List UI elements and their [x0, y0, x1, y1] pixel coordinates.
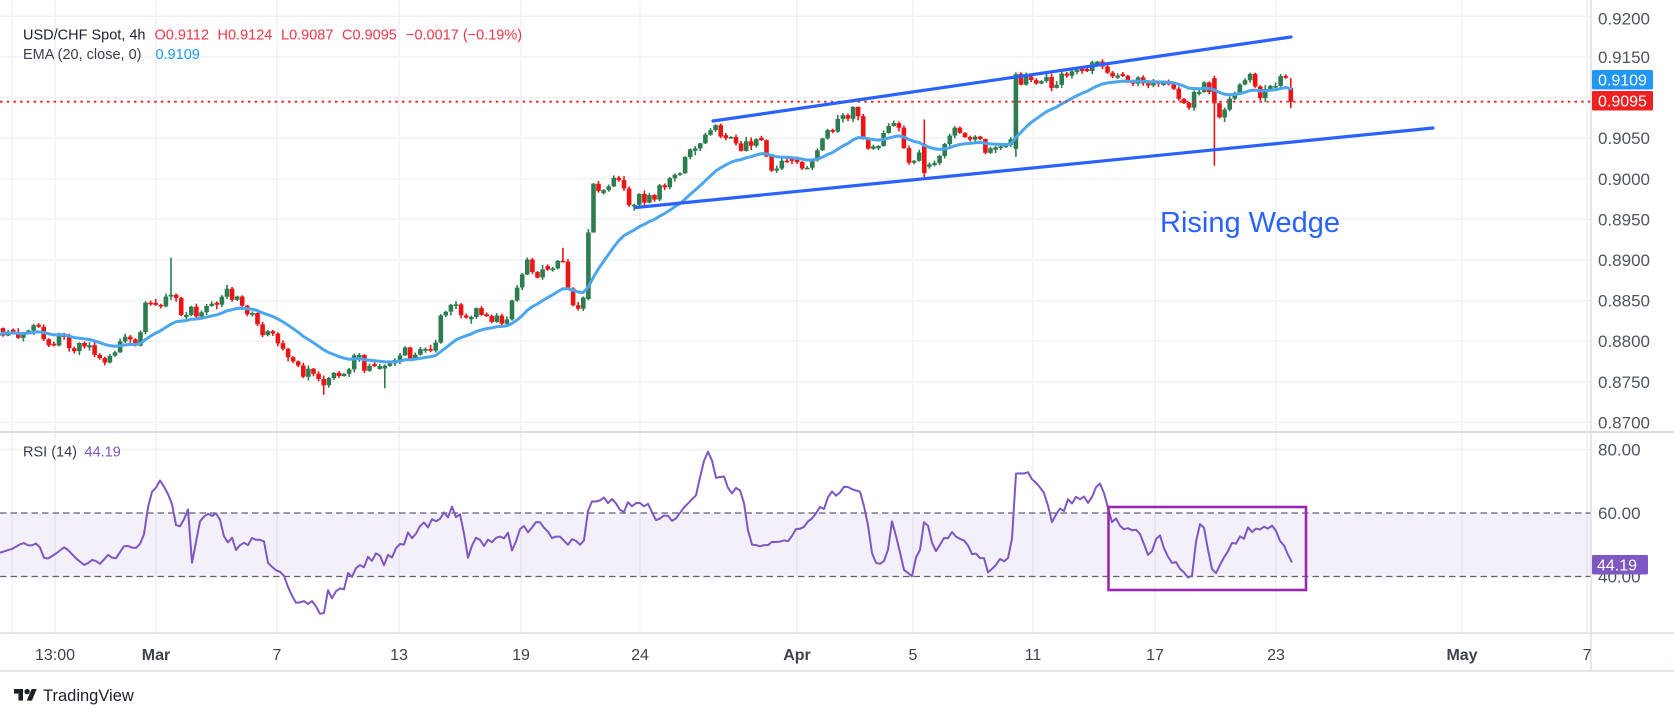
svg-text:11: 11: [1025, 647, 1042, 664]
svg-text:13: 13: [390, 647, 408, 664]
svg-text:23: 23: [1267, 647, 1285, 664]
svg-text:Apr: Apr: [783, 647, 811, 664]
svg-text:0.9050: 0.9050: [1598, 129, 1650, 148]
svg-text:May: May: [1446, 647, 1477, 664]
svg-text:13:00: 13:00: [35, 647, 75, 664]
svg-text:H0.9124: H0.9124: [218, 28, 273, 44]
svg-text:0.8700: 0.8700: [1598, 413, 1650, 432]
svg-text:Rising Wedge: Rising Wedge: [1160, 207, 1340, 239]
svg-text:0.8900: 0.8900: [1598, 251, 1650, 270]
svg-text:0.8750: 0.8750: [1598, 373, 1650, 392]
svg-text:Mar: Mar: [142, 647, 170, 664]
svg-text:O0.9112: O0.9112: [155, 28, 210, 44]
svg-text:24: 24: [631, 647, 649, 664]
svg-text:RSI (14): RSI (14): [23, 445, 77, 461]
svg-text:0.9109: 0.9109: [156, 47, 200, 63]
svg-text:0.9150: 0.9150: [1598, 48, 1650, 67]
svg-text:19: 19: [512, 647, 530, 664]
svg-text:C0.9095: C0.9095: [342, 28, 397, 44]
svg-text:0.9109: 0.9109: [1598, 73, 1647, 90]
svg-text:0.9095: 0.9095: [1598, 94, 1647, 111]
svg-text:0.8850: 0.8850: [1598, 292, 1650, 311]
svg-text:0.8800: 0.8800: [1598, 332, 1650, 351]
svg-text:17: 17: [1146, 647, 1164, 664]
svg-text:80.00: 80.00: [1598, 441, 1641, 460]
svg-text:44.19: 44.19: [1597, 558, 1637, 575]
svg-text:44.19: 44.19: [85, 445, 121, 461]
svg-text:0.9000: 0.9000: [1598, 170, 1650, 189]
svg-text:0.8950: 0.8950: [1598, 210, 1650, 229]
svg-text:60.00: 60.00: [1598, 504, 1641, 523]
svg-text:0.9200: 0.9200: [1598, 10, 1650, 29]
svg-text:7: 7: [273, 647, 282, 664]
svg-text:5: 5: [909, 647, 918, 664]
svg-text:USD/CHF Spot, 4h: USD/CHF Spot, 4h: [23, 28, 146, 44]
svg-text:−0.0017 (−0.19%): −0.0017 (−0.19%): [406, 28, 522, 44]
svg-text:EMA (20, close, 0): EMA (20, close, 0): [23, 47, 141, 63]
svg-text:TradingView: TradingView: [43, 687, 134, 705]
svg-text:L0.9087: L0.9087: [281, 28, 333, 44]
svg-text:7: 7: [1583, 647, 1592, 664]
